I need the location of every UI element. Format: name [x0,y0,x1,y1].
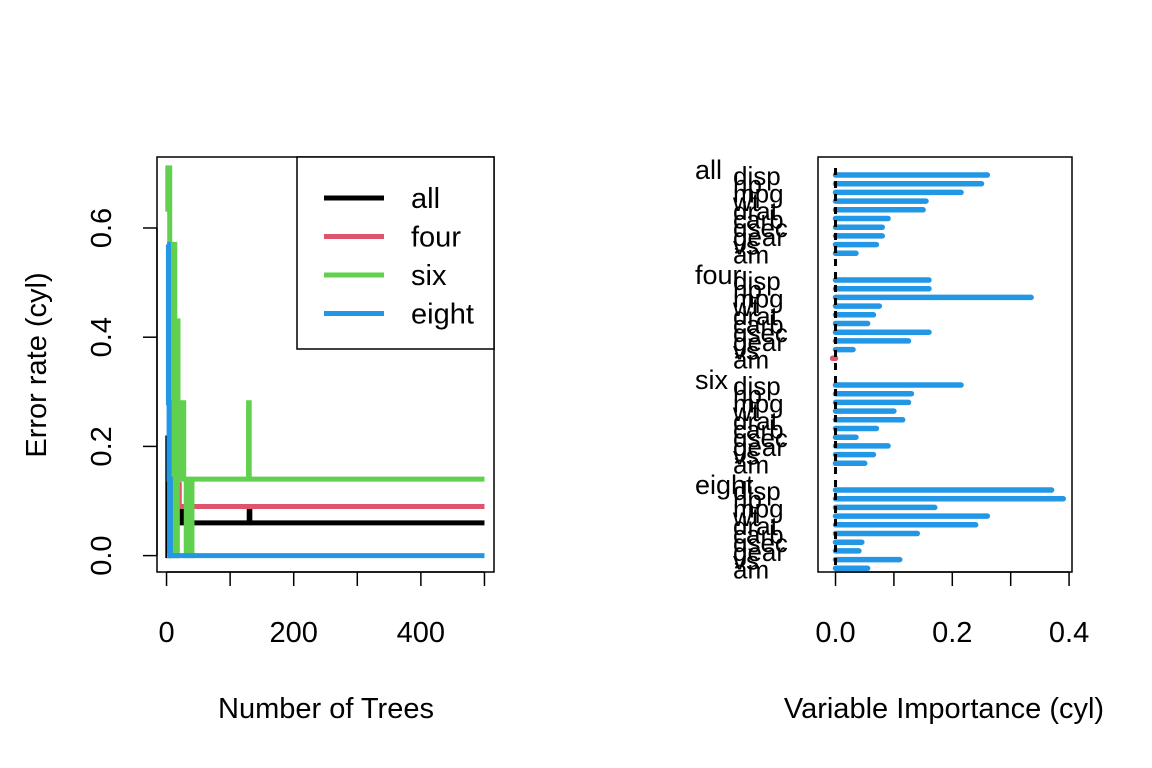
variable-label: am [733,554,769,584]
variable-label: hp [733,275,762,305]
x-tick-label: 400 [397,617,445,649]
variable-label: disp [733,476,781,506]
variable-label: carb [733,520,784,550]
legend-label-eight: eight [411,299,474,331]
group-label-eight: eight [695,470,754,500]
error-rate-y-axis: 0.0 0.2 0.4 0.6 [86,208,158,576]
variable-label: qsec [733,528,788,558]
variable-label: drat [733,196,779,226]
y-tick-label: 0.2 [86,426,118,466]
error-line-all [165,432,485,559]
error-line-eight [165,241,485,559]
variable-label: mpg [733,493,784,523]
variable-label: disp [733,371,781,401]
x-tick-label: 0 [158,617,174,649]
variable-label: drat [733,301,779,331]
x-tick-label: 200 [270,617,318,649]
importance-bars [829,172,1066,572]
legend-box [296,156,495,350]
variable-label: vs [733,336,759,366]
y-tick-label: 0.6 [86,208,118,248]
variable-label: am [733,449,769,479]
variable-label: mpg [733,178,784,208]
variable-label: gear [733,327,785,357]
error-rate-xlabel: Number of Trees [218,693,434,725]
legend-label-all: all [411,183,440,215]
error-rate-panel: 0 200 400 0.0 0.2 0.4 0.6 Number of Trees Err… [21,156,495,725]
importance-labels: all disphpmpgwtdratcarbqsecgearvsamfourdi… [695,155,788,584]
variable-label: carb [733,415,784,445]
variable-label: hp [733,380,762,410]
variable-label: gear [733,222,785,252]
legend-label-six: six [411,260,447,292]
variable-label: vs [733,441,759,471]
x-tick-label: 0.4 [1049,617,1089,649]
group-label-four: four [695,260,742,290]
variable-label: disp [733,266,781,296]
variable-label: hp [733,170,762,200]
variable-label: mpg [733,388,784,418]
error-rate-lines [165,165,485,559]
y-tick-label: 0.0 [86,535,118,575]
variable-label: wt [732,292,760,322]
variable-label: carb [733,205,784,235]
variable-label: carb [733,310,784,340]
variable-label: drat [733,406,779,436]
variable-label: disp [733,161,781,191]
importance-xlabel: Variable Importance (cyl) [784,693,1104,725]
variable-label: gear [733,537,785,567]
variable-importance-panel: all disphpmpgwtdratcarbqsecgearvsamfourdi… [695,155,1104,725]
error-rate-x-axis: 0 200 400 [158,571,486,649]
error-rate-legend: all four six eight [296,156,495,350]
variable-label: am [733,344,769,374]
variable-label: wt [732,502,760,532]
group-label-all: all [695,155,722,185]
variable-label: qsec [733,213,788,243]
variable-label: hp [733,485,762,515]
x-tick-label: 0.0 [815,617,855,649]
variable-label: wt [732,187,760,217]
variable-label: mpg [733,283,784,313]
x-tick-label: 0.2 [932,617,972,649]
variable-label: wt [732,397,760,427]
variable-label: qsec [733,318,788,348]
legend-label-four: four [411,222,461,254]
y-tick-label: 0.4 [86,317,118,357]
error-rate-ylabel: Error rate (cyl) [21,272,53,457]
variable-label: gear [733,432,785,462]
variable-label: vs [733,546,759,576]
variable-label: drat [733,511,779,541]
variable-label: qsec [733,423,788,453]
variable-label: am [733,239,769,269]
importance-x-axis: 0.0 0.2 0.4 [815,571,1089,649]
variable-label: vs [733,231,759,261]
group-label-six: six [695,365,728,395]
